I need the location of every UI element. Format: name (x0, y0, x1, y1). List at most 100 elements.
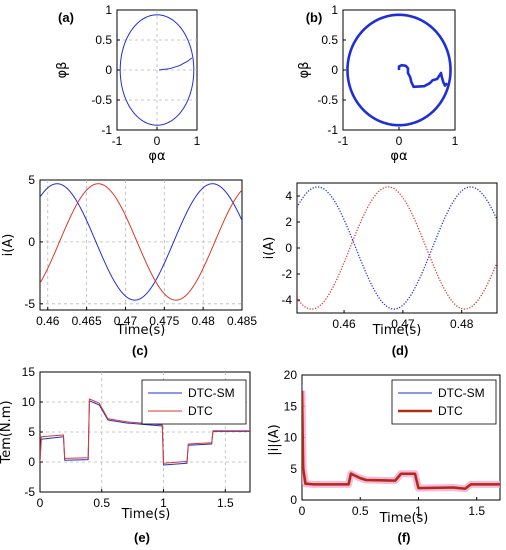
series-line-d-0 (297, 186, 497, 310)
y-tick-label: -1 (101, 123, 112, 137)
x-tick-label: 0 (396, 134, 403, 148)
x-tick-label: 0.5 (352, 504, 369, 518)
y-tick-label: 10 (22, 395, 36, 409)
y-tick-label: 0.5 (95, 33, 112, 47)
panel-label: (c) (132, 343, 148, 358)
y-tick-label: 15 (284, 399, 298, 413)
y-tick-label: 1 (331, 3, 338, 17)
plot-e: 0 0.5 1 1.5-5051015(e)Time(s)Tem(N.m)DTC-SM… (0, 365, 251, 545)
y-tick-label: 1 (105, 3, 112, 17)
series-group-c (40, 183, 242, 301)
x-tick-label: 0.465 (72, 314, 102, 328)
x-tick-label: 0 (37, 496, 44, 510)
y-tick-label: 0 (105, 63, 112, 77)
y-tick-label: 4 (285, 189, 292, 203)
x-tick-label: 0.48 (450, 317, 474, 331)
series-line-c-1 (40, 183, 242, 301)
y-tick-label: 0 (28, 235, 35, 249)
x-axis-label: Time(s) (379, 511, 429, 526)
series-line-c-0 (40, 183, 242, 301)
series-line-a-1 (158, 57, 193, 71)
x-tick-label: 0.48 (191, 314, 215, 328)
series-group-e (40, 398, 250, 466)
x-tick-label: 1.5 (468, 504, 485, 518)
y-tick-label: -5 (24, 485, 35, 499)
y-tick-label: 0 (331, 63, 338, 77)
y-tick-label: 15 (22, 365, 36, 379)
plot-d: 0.46 0.47 0.48 -4 -2 0 2 4 (d) Time(s) i(A) (262, 182, 498, 358)
legend-label: DTC (438, 404, 463, 418)
panel-label: (b) (306, 10, 323, 25)
plot-area-c (39, 179, 243, 311)
x-tick-label: 0.46 (36, 314, 60, 328)
x-tick-label: -1 (338, 134, 349, 148)
x-tick-label: 1 (452, 134, 459, 148)
legend-e: DTC-SM DTC (141, 379, 247, 425)
plot-b: -1 0 1 -1 -0.5 0 0.5 1 (b) φα φβ (297, 3, 459, 164)
series-group-d (297, 186, 497, 310)
series-line-d-1 (297, 186, 497, 310)
legend-label: DTC (188, 404, 213, 418)
series-group-f (302, 384, 500, 493)
y-tick-label: 0 (290, 493, 297, 507)
y-tick-label: 20 (284, 368, 298, 382)
panel-label: (e) (134, 530, 150, 545)
series-line-f-1 (302, 390, 500, 491)
series-line-e-1 (40, 398, 250, 464)
y-tick-label: 5 (28, 425, 35, 439)
legend-label: DTC-SM (188, 386, 235, 400)
x-axis-label: Time(s) (372, 323, 422, 338)
x-axis-label: Time(s) (116, 323, 166, 338)
y-tick-label: -0.5 (91, 93, 112, 107)
x-tick-label: 0 (299, 504, 306, 518)
y-tick-label: -5 (24, 297, 35, 311)
x-tick-label: 0.47 (114, 314, 138, 328)
plot-area-d (296, 182, 498, 314)
x-axis-label: φα (390, 149, 407, 164)
legend-f: DTC-SM DTC (391, 379, 497, 425)
y-axis-label: Tem(N.m) (0, 400, 14, 464)
y-tick-label: 10 (284, 431, 298, 445)
x-tick-label: -1 (112, 134, 123, 148)
panel-label: (d) (392, 343, 409, 358)
x-tick-label: 0 (154, 134, 161, 148)
y-tick-label: 0 (285, 241, 292, 255)
x-tick-label: 1.5 (217, 496, 234, 510)
y-axis-label: i(A) (262, 237, 277, 260)
y-tick-label: 0 (28, 455, 35, 469)
series-group-a (119, 14, 195, 126)
x-tick-label: 0.46 (332, 317, 356, 331)
y-axis-label: |i|(A) (267, 424, 282, 455)
x-tick-label: 1 (194, 134, 201, 148)
x-tick-label: 0.47 (391, 317, 415, 331)
y-tick-label: 5 (290, 462, 297, 476)
series-line-b-0 (346, 13, 452, 127)
x-axis-label: φα (148, 149, 165, 164)
y-tick-label: -0.5 (317, 93, 338, 107)
panel-label: (f) (398, 530, 411, 545)
y-tick-label: 0.5 (321, 33, 338, 47)
y-tick-label: -2 (281, 267, 292, 281)
x-tick-label: 1 (415, 504, 422, 518)
y-tick-label: 5 (28, 173, 35, 187)
plot-f: 0 0.5 1 1.505101520(f)Time(s)|i|(A)DTC-SMDT… (267, 368, 501, 545)
x-tick-label: 0.475 (149, 314, 179, 328)
x-tick-label: 1 (160, 496, 167, 510)
y-tick-label: -4 (281, 293, 292, 307)
panel-label: (a) (58, 10, 74, 25)
legend-box (141, 379, 247, 425)
legend-box (391, 379, 497, 425)
x-tick-label: 0.485 (227, 314, 257, 328)
x-tick-label: 0.5 (93, 496, 110, 510)
y-tick-label: 2 (285, 215, 292, 229)
y-axis-label: φβ (55, 62, 70, 79)
y-axis-label: i(A) (1, 234, 16, 257)
plot-a: -1 0 1 -1 -0.5 0 0.5 1 (a) φα φβ (55, 3, 201, 164)
plot-c: 0.46 0.465 0.47 0.475 0.48 0.485 -5 0 5 (c) Time(s… (1, 173, 257, 358)
y-axis-label: φβ (297, 62, 312, 79)
legend-label: DTC-SM (438, 386, 485, 400)
series-line-b-1 (397, 63, 449, 89)
series-group-b (346, 13, 452, 127)
x-axis-label: Time(s) (121, 507, 171, 522)
